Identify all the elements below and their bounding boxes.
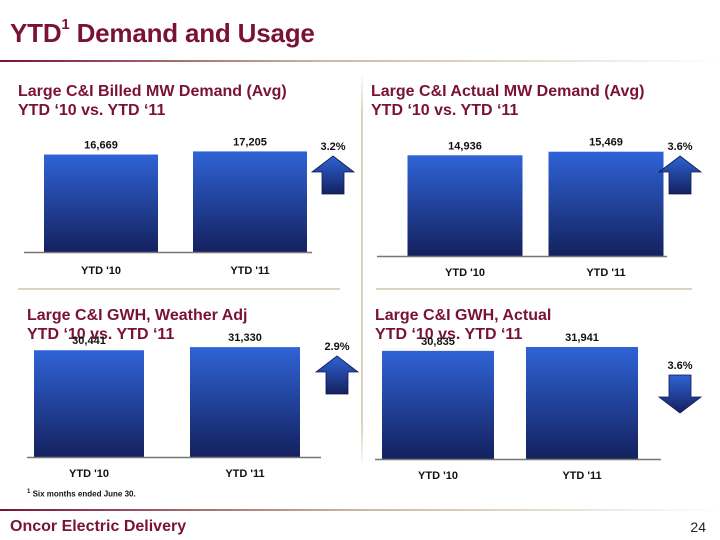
chart-panel-actual-mw: Large C&I Actual MW Demand (Avg) YTD ‘10… bbox=[371, 82, 711, 287]
up-arrow-shape bbox=[657, 155, 703, 195]
change-label: 3.6% bbox=[667, 360, 693, 372]
horizontal-divider-left bbox=[18, 288, 340, 290]
company-name: Oncor Electric Delivery bbox=[10, 518, 187, 535]
chart-panel-gwh-actual: Large C&I GWH, Actual YTD ‘10 vs. YTD ‘1… bbox=[375, 306, 715, 486]
bar-chart: 14,936 YTD '10 15,469 YTD '11 bbox=[377, 137, 667, 279]
bar-chart: 16,669 YTD '10 17,205 YTD '11 bbox=[24, 136, 312, 277]
change-label: 3.6% bbox=[667, 141, 693, 153]
chart-title-line2: YTD ‘10 vs. YTD ‘11 bbox=[371, 102, 519, 119]
footnote: 1 Six months ended June 30. bbox=[27, 489, 136, 499]
footer-rule bbox=[0, 509, 720, 511]
x-tick-label: YTD '10 bbox=[445, 267, 485, 279]
page-number: 24 bbox=[690, 519, 706, 535]
x-tick-label: YTD '10 bbox=[418, 470, 458, 482]
chart-title-line1: Large C&I Billed MW Demand (Avg) bbox=[18, 83, 287, 100]
title-text-rest: Demand and Usage bbox=[69, 18, 315, 48]
bar-chart: 30,835 YTD '10 31,941 YTD '11 bbox=[375, 332, 661, 482]
horizontal-divider-right bbox=[376, 288, 692, 290]
change-label: 2.9% bbox=[324, 341, 350, 353]
footnote-text: Six months ended June 30. bbox=[30, 489, 136, 499]
chart-title-line1: Large C&I GWH, Actual bbox=[375, 307, 552, 324]
up-arrow-shape bbox=[314, 355, 360, 395]
chart-title-line2: YTD ‘10 vs. YTD ‘11 bbox=[375, 326, 523, 343]
up-arrow-shape bbox=[310, 155, 356, 195]
data-label: 15,469 bbox=[589, 137, 623, 149]
chart-panel-gwh-weather-adj: Large C&I GWH, Weather Adj YTD ‘10 vs. Y… bbox=[27, 306, 360, 486]
chart-title: Large C&I Billed MW Demand (Avg) YTD ‘10… bbox=[18, 82, 287, 120]
bar-0 bbox=[44, 154, 158, 252]
title-rule bbox=[0, 60, 720, 62]
bar-1 bbox=[193, 151, 307, 252]
x-tick-label: YTD '10 bbox=[81, 265, 121, 277]
bar-0 bbox=[34, 350, 144, 457]
chart-title-line1: Large C&I GWH, Weather Adj bbox=[27, 307, 248, 324]
title-footnote-marker: 1 bbox=[61, 16, 70, 34]
chart-panel-billed-mw: Large C&I Billed MW Demand (Avg) YTD ‘10… bbox=[18, 82, 358, 287]
vertical-divider bbox=[361, 72, 363, 467]
x-tick-label: YTD '11 bbox=[586, 267, 625, 279]
change-label: 3.2% bbox=[320, 141, 346, 153]
x-tick-label: YTD '11 bbox=[562, 470, 601, 482]
chart-title: Large C&I Actual MW Demand (Avg) YTD ‘10… bbox=[371, 82, 645, 120]
chart-title-line2: YTD ‘10 vs. YTD ‘11 bbox=[18, 102, 166, 119]
chart-title-line1: Large C&I Actual MW Demand (Avg) bbox=[371, 83, 645, 100]
x-tick-label: YTD '11 bbox=[225, 468, 264, 480]
bar-chart: 30,441 YTD '10 31,330 YTD '11 bbox=[27, 332, 321, 480]
data-label: 31,941 bbox=[565, 332, 599, 344]
bar-1 bbox=[190, 347, 300, 457]
x-tick-label: YTD '11 bbox=[230, 265, 269, 277]
data-label: 14,936 bbox=[448, 140, 482, 152]
bar-1 bbox=[548, 151, 664, 256]
footnote-marker: 1 bbox=[27, 489, 31, 495]
page-title: YTD1 Demand and Usage bbox=[10, 16, 315, 49]
data-label: 30,441 bbox=[72, 335, 106, 347]
data-label: 31,330 bbox=[228, 332, 262, 344]
bar-0 bbox=[407, 155, 523, 256]
bar-1 bbox=[526, 346, 638, 459]
data-label: 16,669 bbox=[84, 140, 118, 152]
x-tick-label: YTD '10 bbox=[69, 468, 109, 480]
chart-title-line2: YTD ‘10 vs. YTD ‘11 bbox=[27, 326, 175, 343]
data-label: 30,835 bbox=[421, 336, 455, 348]
chart-title: Large C&I GWH, Actual YTD ‘10 vs. YTD ‘1… bbox=[375, 306, 551, 344]
bar-0 bbox=[382, 350, 494, 459]
data-label: 17,205 bbox=[233, 136, 267, 148]
down-arrow-shape bbox=[657, 374, 703, 414]
title-text: YTD bbox=[10, 18, 62, 48]
chart-title: Large C&I GWH, Weather Adj YTD ‘10 vs. Y… bbox=[27, 306, 247, 344]
